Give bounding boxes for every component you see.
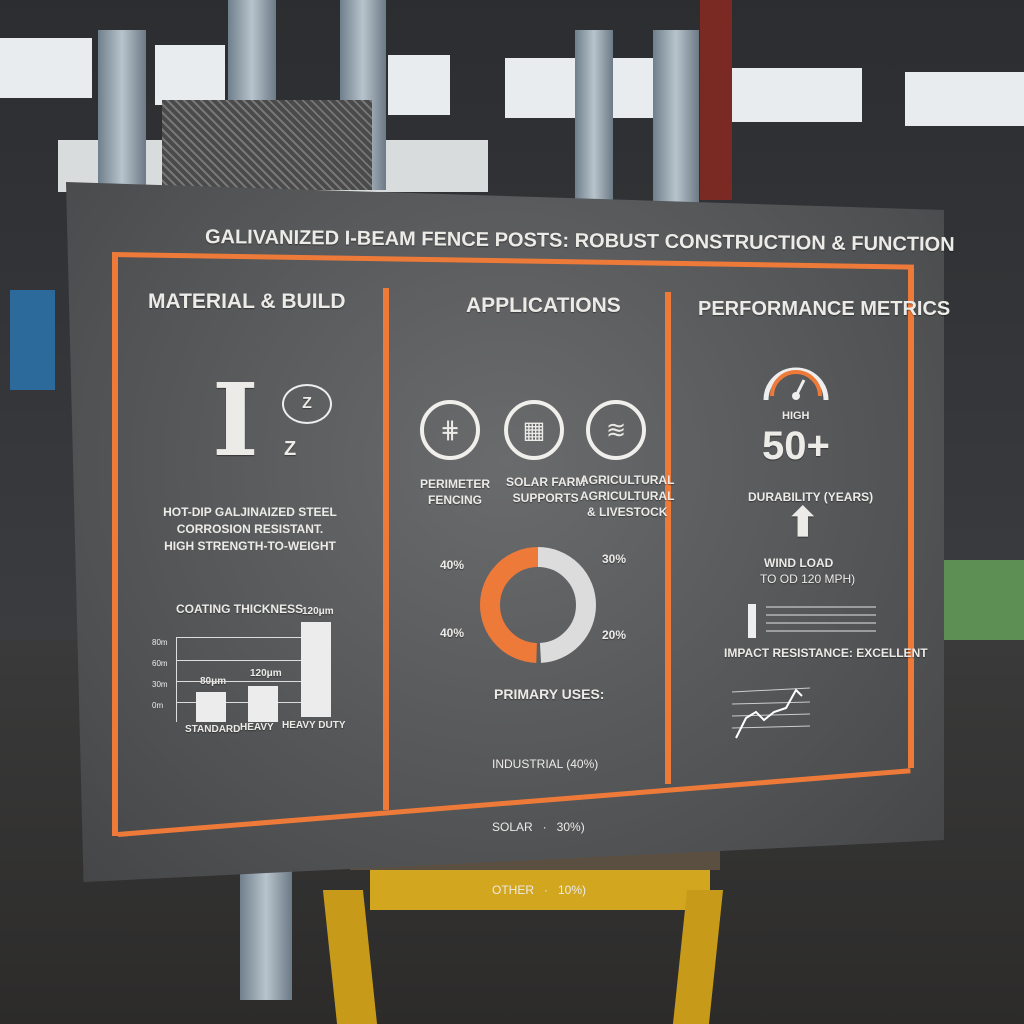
z-letter: Z — [284, 438, 297, 460]
blue-machine — [10, 290, 55, 390]
durability-label: DURABILITY (YEARS) — [748, 490, 874, 504]
bar-label: HEAVY — [240, 722, 274, 733]
coating-chart — [176, 622, 336, 722]
bar-heavy-duty — [301, 622, 331, 717]
bar-label: STANDARD — [185, 724, 241, 735]
atom-z-icon: Z — [282, 384, 332, 424]
farm-field-icon: ≋ — [586, 400, 646, 460]
uses-donut — [480, 547, 596, 663]
divider — [665, 292, 671, 784]
material-lines: HOT-DIP GALJINAIZED STEEL CORROSION RESI… — [163, 505, 337, 553]
bar-standard — [196, 692, 226, 722]
donut-label: 20% — [602, 628, 627, 642]
impact-label: IMPACT RESISTANCE: EXCELLENT — [724, 646, 928, 660]
steel-post — [98, 30, 146, 190]
i-beam-icon: I — [212, 361, 259, 479]
wind-value: TO OD 120 MPH) — [760, 572, 856, 586]
window — [905, 72, 1024, 126]
y-ticks: 80m 60m 30m 0m — [152, 638, 168, 710]
primary-uses-heading: PRIMARY USES: — [494, 686, 605, 702]
steel-post — [653, 30, 699, 205]
window — [155, 45, 225, 105]
bar-value: 120μm — [250, 668, 282, 679]
bar-heavy — [248, 686, 278, 722]
window — [388, 55, 450, 115]
donut-label: 30% — [602, 552, 627, 566]
infographic-sign — [66, 182, 944, 882]
scale-icon — [748, 604, 756, 638]
divider — [383, 288, 389, 810]
performance-heading: PERFORMANCE METRICS — [698, 298, 951, 320]
bar-value: 120μm — [302, 606, 334, 617]
window — [0, 38, 92, 98]
durability-value: 50+ — [762, 424, 830, 468]
app-label: PERIMETER FENCING — [420, 477, 491, 507]
frame-right — [908, 268, 914, 768]
donut-label: 40% — [440, 558, 465, 572]
coating-chart-title: COATING THICKNESS — [176, 602, 304, 616]
window — [730, 68, 862, 122]
app-label: AGRICULTURAL AGRICULTURAL & LIVESTOCK — [580, 473, 675, 519]
mesh-cylinder — [162, 100, 372, 190]
fine-print — [766, 606, 876, 636]
gauge-label: HIGH — [782, 410, 810, 422]
applications-heading: APPLICATIONS — [466, 294, 621, 317]
bar-value: 80μm — [200, 676, 227, 687]
app-label: SOLAR FARM SUPPORTS — [506, 475, 586, 505]
solar-panel-icon: ▦ — [504, 400, 564, 460]
arrow-up-icon: ⬆ — [786, 501, 820, 545]
trend-line-chart — [732, 687, 811, 739]
steel-post — [240, 860, 292, 1000]
red-column — [700, 0, 732, 200]
donut-label: 40% — [440, 626, 465, 640]
bar-label: HEAVY DUTY — [282, 720, 346, 731]
wind-label: WIND LOAD — [764, 556, 834, 570]
fence-icon: ⋕ — [420, 400, 480, 460]
donut-segment-gray — [480, 547, 596, 663]
gauge-icon — [763, 367, 829, 401]
uses-list: INDUSTRIAL (40%) SOLAR · 30%) OTHER · 10… — [492, 757, 599, 897]
material-heading: MATERIAL & BUILD — [148, 290, 346, 313]
steel-post — [575, 30, 613, 200]
frame-left — [112, 254, 118, 836]
